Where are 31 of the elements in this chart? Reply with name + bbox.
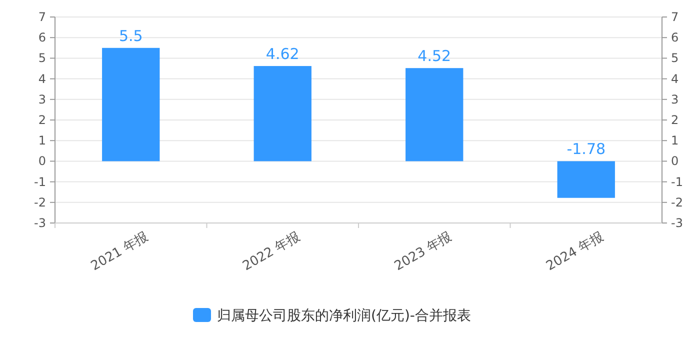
y-tick-label: -3 (34, 216, 46, 230)
y-tick-label: 6 (38, 30, 46, 45)
bar (557, 161, 615, 198)
legend-label: 归属母公司股东的净利润(亿元)-合并报表 (217, 308, 471, 324)
y2-tick-label: 2 (671, 113, 679, 127)
y2-tick-label: -3 (671, 216, 683, 230)
y2-tick-label: 0 (671, 154, 679, 168)
data-label: 4.52 (418, 47, 452, 66)
y2-tick-label: -2 (671, 195, 683, 210)
bar (254, 66, 312, 162)
y-tick-label: 0 (38, 154, 46, 168)
y2-tick-label: 1 (671, 134, 679, 148)
data-label: 5.5 (118, 26, 143, 45)
y2-tick-label: 6 (671, 30, 679, 45)
y2-tick-label: 4 (671, 72, 679, 86)
y2-tick-label: -1 (671, 174, 683, 189)
y-tick-label: 2 (38, 113, 46, 127)
data-label: 4.62 (266, 45, 300, 64)
bar (102, 48, 160, 162)
y2-tick-label: 5 (671, 51, 679, 66)
y-tick-label: -2 (34, 195, 46, 210)
y-tick-label: 5 (38, 51, 46, 66)
y-tick-label: 7 (38, 10, 46, 24)
data-label: -1.78 (566, 140, 606, 158)
y-tick-label: 1 (38, 134, 46, 148)
y2-tick-label: 7 (671, 10, 679, 24)
y-tick-label: 4 (38, 72, 46, 86)
y-tick-label: -1 (34, 174, 46, 189)
y-tick-label: 3 (38, 92, 46, 106)
bar (406, 68, 464, 162)
y2-tick-label: 3 (671, 92, 679, 106)
